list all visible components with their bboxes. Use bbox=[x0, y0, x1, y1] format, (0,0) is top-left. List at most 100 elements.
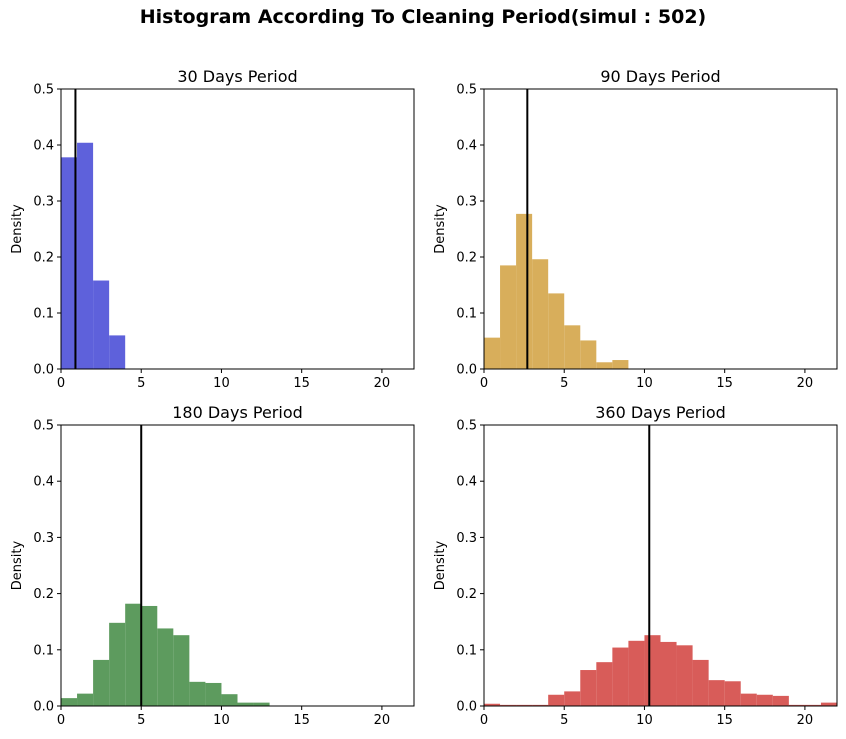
histogram-bar bbox=[61, 698, 78, 706]
x-tick-label: 0 bbox=[57, 713, 65, 728]
histogram-bar bbox=[740, 693, 757, 706]
histogram-bar bbox=[109, 622, 126, 706]
y-tick-label: 0.0 bbox=[456, 363, 477, 378]
y-tick-label: 0.4 bbox=[456, 475, 477, 490]
y-tick-label: 0.5 bbox=[33, 419, 54, 434]
histogram-bar bbox=[109, 335, 126, 369]
y-tick-label: 0.3 bbox=[33, 195, 54, 210]
histogram-bar bbox=[125, 603, 142, 706]
axes-frame bbox=[483, 424, 838, 707]
histogram-bar bbox=[564, 691, 581, 706]
x-tick-label: 5 bbox=[137, 713, 145, 728]
x-tick-label: 15 bbox=[293, 376, 310, 391]
histogram-bar bbox=[500, 704, 517, 706]
histogram-bar bbox=[804, 704, 821, 706]
x-tick-label: 10 bbox=[213, 376, 230, 391]
chart-panel-3: 0 5 10 15 20 0.0 0.1 0.2 0.3 0.4 0.5 180 Days Perio… bbox=[10, 403, 415, 728]
x-tick-label: 10 bbox=[213, 713, 230, 728]
histogram-bar bbox=[484, 703, 501, 706]
histogram-bar bbox=[189, 681, 206, 706]
y-tick-label: 0.5 bbox=[456, 83, 477, 98]
histogram-bar bbox=[516, 704, 533, 706]
histogram-bar bbox=[756, 694, 773, 706]
histogram-bar bbox=[580, 670, 597, 706]
chart-panel-4: 0 5 10 15 20 0.0 0.1 0.2 0.3 0.4 0.5 360 Days Perio… bbox=[433, 403, 838, 728]
histogram-bar bbox=[253, 702, 270, 706]
x-tick-label: 10 bbox=[636, 376, 653, 391]
axes-frame bbox=[60, 424, 415, 707]
histogram-bar bbox=[157, 628, 174, 706]
y-axis-label: Density bbox=[433, 540, 448, 590]
y-tick-label: 0.3 bbox=[33, 531, 54, 546]
y-tick-label: 0.2 bbox=[456, 587, 477, 602]
x-tick-label: 10 bbox=[636, 713, 653, 728]
y-tick-label: 0.2 bbox=[33, 251, 54, 266]
y-axis-label: Density bbox=[10, 204, 25, 254]
histogram-bar bbox=[564, 325, 581, 369]
histogram-bar bbox=[93, 280, 110, 369]
histogram-bar bbox=[660, 641, 677, 706]
x-tick-label: 20 bbox=[374, 713, 391, 728]
histogram-bar bbox=[708, 680, 725, 706]
histogram-bar bbox=[644, 635, 661, 706]
chart-panel-1: 0 5 10 15 20 0.0 0.1 0.2 0.3 0.4 0.5 30 Days Period… bbox=[10, 67, 415, 391]
chart-panel-2: 0 5 10 15 20 0.0 0.1 0.2 0.3 0.4 0.5 90 Days Period… bbox=[433, 67, 838, 391]
y-axis-label: Density bbox=[433, 204, 448, 254]
histogram-bar bbox=[77, 693, 94, 706]
x-tick-label: 5 bbox=[560, 376, 568, 391]
y-tick-label: 0.0 bbox=[33, 700, 54, 715]
chart-title: 180 Days Period bbox=[172, 403, 303, 422]
figure-title: Histogram According To Cleaning Period(s… bbox=[139, 6, 707, 28]
histogram-bar bbox=[173, 635, 190, 706]
y-tick-label: 0.0 bbox=[456, 700, 477, 715]
histogram-bar bbox=[692, 659, 709, 706]
x-tick-label: 15 bbox=[293, 713, 310, 728]
histogram-bar bbox=[61, 157, 78, 369]
x-tick-label: 5 bbox=[137, 376, 145, 391]
x-tick-label: 15 bbox=[716, 713, 733, 728]
x-tick-label: 15 bbox=[716, 376, 733, 391]
histogram-bar bbox=[628, 640, 645, 706]
y-tick-label: 0.2 bbox=[456, 251, 477, 266]
x-tick-label: 20 bbox=[797, 376, 814, 391]
histogram-bar bbox=[93, 659, 110, 706]
histogram-bar bbox=[676, 645, 693, 706]
histogram-bar bbox=[724, 681, 741, 706]
axes-frame bbox=[483, 88, 838, 370]
y-tick-label: 0.2 bbox=[33, 587, 54, 602]
y-tick-label: 0.4 bbox=[33, 139, 54, 154]
histogram-bar bbox=[77, 142, 94, 369]
y-tick-label: 0.1 bbox=[456, 307, 477, 322]
y-axis-label: Density bbox=[10, 540, 25, 590]
histogram-bar bbox=[772, 695, 789, 706]
y-tick-label: 0.5 bbox=[456, 419, 477, 434]
x-tick-label: 5 bbox=[560, 713, 568, 728]
histogram-bar bbox=[484, 337, 501, 369]
y-tick-label: 0.4 bbox=[33, 475, 54, 490]
histogram-bar bbox=[532, 259, 549, 369]
histogram-bar bbox=[820, 702, 837, 706]
y-tick-label: 0.5 bbox=[33, 83, 54, 98]
x-tick-label: 0 bbox=[480, 713, 488, 728]
y-tick-label: 0.1 bbox=[456, 643, 477, 658]
x-tick-label: 0 bbox=[480, 376, 488, 391]
histogram-bar bbox=[500, 265, 517, 369]
histogram-bar bbox=[612, 647, 629, 706]
histogram-bar bbox=[548, 293, 565, 369]
x-tick-label: 20 bbox=[374, 376, 391, 391]
y-tick-label: 0.4 bbox=[456, 139, 477, 154]
x-tick-label: 20 bbox=[797, 713, 814, 728]
histogram-bar bbox=[596, 662, 613, 706]
histogram-bar bbox=[548, 694, 565, 706]
chart-title: 30 Days Period bbox=[177, 67, 297, 86]
y-tick-label: 0.3 bbox=[456, 531, 477, 546]
histogram-bar bbox=[612, 360, 629, 369]
histogram-bar bbox=[205, 682, 222, 706]
histogram-bar bbox=[221, 694, 238, 706]
histogram-bar bbox=[141, 605, 158, 706]
histogram-bar bbox=[516, 213, 533, 369]
histogram-bar bbox=[596, 362, 613, 369]
y-tick-label: 0.0 bbox=[33, 363, 54, 378]
